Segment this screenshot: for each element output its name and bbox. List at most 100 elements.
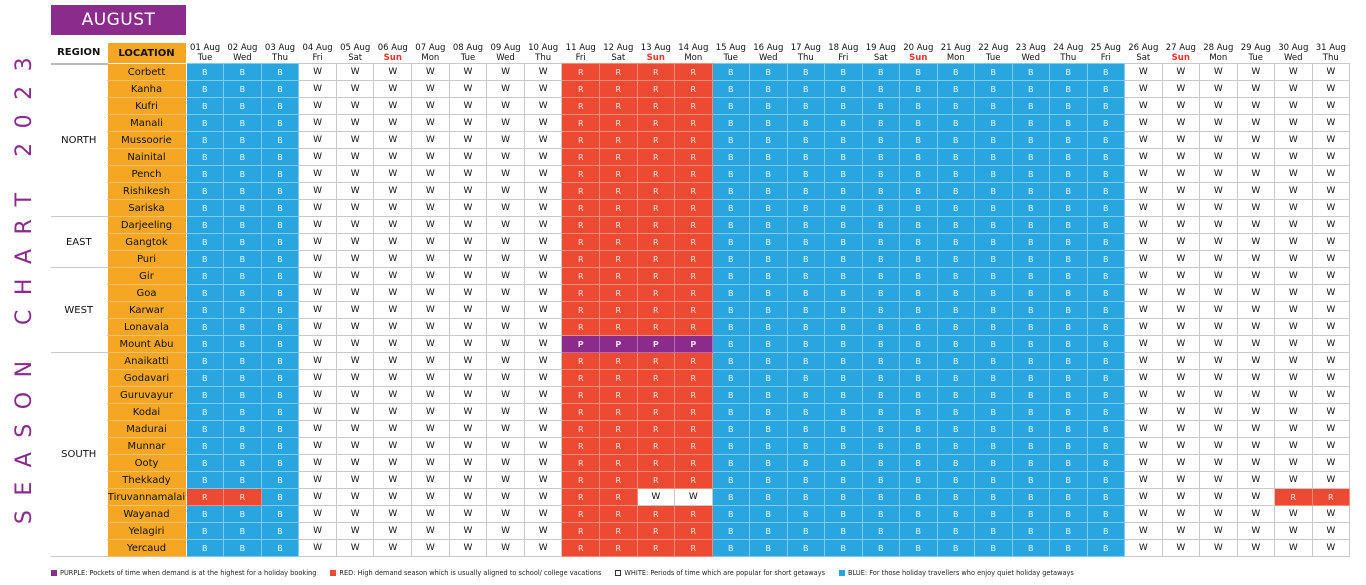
season-cell: B bbox=[749, 182, 788, 200]
season-cell: B bbox=[223, 148, 262, 166]
location-label: Karwar bbox=[106, 301, 187, 319]
season-cell: W bbox=[1311, 471, 1351, 489]
season-cell: W bbox=[1161, 420, 1201, 438]
season-cell: W bbox=[373, 437, 413, 455]
season-cell: W bbox=[1124, 80, 1163, 98]
season-cell: R bbox=[1311, 488, 1351, 506]
season-cell: W bbox=[373, 148, 413, 166]
season-cell: B bbox=[899, 284, 938, 302]
season-cell: W bbox=[486, 386, 525, 404]
season-cell: B bbox=[1049, 403, 1088, 421]
season-cell: R bbox=[599, 522, 638, 540]
season-cell: B bbox=[899, 318, 938, 336]
season-cell: W bbox=[373, 488, 413, 506]
season-cell: B bbox=[786, 250, 826, 268]
date-header: 27 Aug Sun bbox=[1162, 43, 1200, 64]
season-cell: B bbox=[936, 437, 976, 455]
season-cell: W bbox=[1274, 165, 1313, 183]
season-cell: W bbox=[1311, 539, 1351, 557]
season-cell: B bbox=[936, 165, 976, 183]
season-cell: B bbox=[711, 369, 751, 387]
season-cell: B bbox=[185, 216, 225, 234]
season-cell: R bbox=[674, 284, 713, 302]
season-cell: B bbox=[1049, 454, 1088, 472]
season-cell: B bbox=[974, 352, 1013, 370]
season-cell: B bbox=[899, 131, 938, 149]
weekday-label: Wed bbox=[496, 52, 515, 63]
season-cell: W bbox=[335, 539, 375, 557]
season-cell: W bbox=[1161, 386, 1201, 404]
season-cell: B bbox=[1011, 420, 1051, 438]
location-label: Kufri bbox=[106, 97, 187, 115]
season-cell: W bbox=[411, 267, 450, 285]
table-row: Gangtok B B B W W W W W W W R R R R B B B B B B B B B B B W W W W W W bbox=[51, 233, 1351, 251]
location-label: Yelagiri bbox=[106, 522, 187, 540]
season-cell: R bbox=[636, 505, 676, 523]
region-label: EAST bbox=[51, 216, 107, 268]
weekday-label: Wed bbox=[1284, 52, 1303, 63]
season-cell: W bbox=[411, 352, 450, 370]
date-label: 03 Aug bbox=[264, 42, 296, 53]
season-cell: B bbox=[936, 488, 976, 506]
season-cell: B bbox=[974, 199, 1013, 217]
date-header: 24 Aug Thu bbox=[1050, 43, 1088, 64]
date-header: 15 Aug Tue bbox=[712, 43, 750, 64]
season-cell: W bbox=[1274, 267, 1313, 285]
date-label: 26 Aug bbox=[1128, 42, 1159, 53]
season-cell: R bbox=[599, 148, 638, 166]
season-cell: B bbox=[824, 454, 863, 472]
season-cell: W bbox=[1124, 318, 1163, 336]
season-cell: B bbox=[749, 80, 788, 98]
season-cell: R bbox=[561, 369, 601, 387]
season-cell: B bbox=[260, 488, 300, 506]
season-cell: B bbox=[749, 233, 788, 251]
season-cell: B bbox=[1011, 437, 1051, 455]
season-cell: B bbox=[899, 97, 938, 115]
season-cell: B bbox=[260, 250, 300, 268]
season-cell: B bbox=[260, 539, 300, 557]
season-cell: B bbox=[749, 471, 788, 489]
season-cell: W bbox=[1274, 182, 1313, 200]
date-label: 22 Aug bbox=[978, 42, 1009, 53]
season-cell: B bbox=[711, 182, 751, 200]
season-cell: B bbox=[824, 165, 863, 183]
season-cell: B bbox=[1086, 284, 1126, 302]
season-cell: W bbox=[523, 403, 563, 421]
season-cell: W bbox=[1236, 539, 1276, 557]
season-cell: B bbox=[899, 505, 938, 523]
season-cell: B bbox=[861, 539, 901, 557]
season-cell: R bbox=[599, 267, 638, 285]
season-cell: W bbox=[1124, 301, 1163, 319]
season-cell: W bbox=[1311, 522, 1351, 540]
season-cell: B bbox=[260, 335, 300, 353]
season-cell: W bbox=[1236, 437, 1276, 455]
weekday-label: Thu bbox=[272, 52, 288, 63]
season-cell: B bbox=[185, 250, 225, 268]
table-row: SOUTH Anaikatti B B B W W W W W W W R R R R B B B B B B B B B B B W… bbox=[51, 352, 1351, 557]
season-cell: R bbox=[674, 216, 713, 234]
location-label: Munnar bbox=[106, 437, 187, 455]
season-cell: W bbox=[298, 114, 337, 132]
season-cell: W bbox=[1199, 505, 1238, 523]
season-cell: W bbox=[1161, 301, 1201, 319]
season-cell: B bbox=[749, 352, 788, 370]
season-cell: B bbox=[936, 148, 976, 166]
season-cell: B bbox=[1049, 114, 1088, 132]
season-cell: B bbox=[749, 284, 788, 302]
season-cell: W bbox=[298, 369, 337, 387]
season-cell: W bbox=[1274, 131, 1313, 149]
season-cell: B bbox=[824, 284, 863, 302]
season-cell: B bbox=[899, 335, 938, 353]
season-cell: W bbox=[523, 454, 563, 472]
season-cell: B bbox=[185, 335, 225, 353]
season-cell: W bbox=[1274, 199, 1313, 217]
season-cell: B bbox=[974, 63, 1013, 81]
season-cell: B bbox=[185, 369, 225, 387]
season-cell: W bbox=[1311, 80, 1351, 98]
season-cell: W bbox=[486, 369, 525, 387]
season-cell: W bbox=[1311, 301, 1351, 319]
season-cell: B bbox=[936, 352, 976, 370]
season-cell: W bbox=[1161, 403, 1201, 421]
season-cell: W bbox=[636, 488, 676, 506]
season-cell: W bbox=[1124, 148, 1163, 166]
